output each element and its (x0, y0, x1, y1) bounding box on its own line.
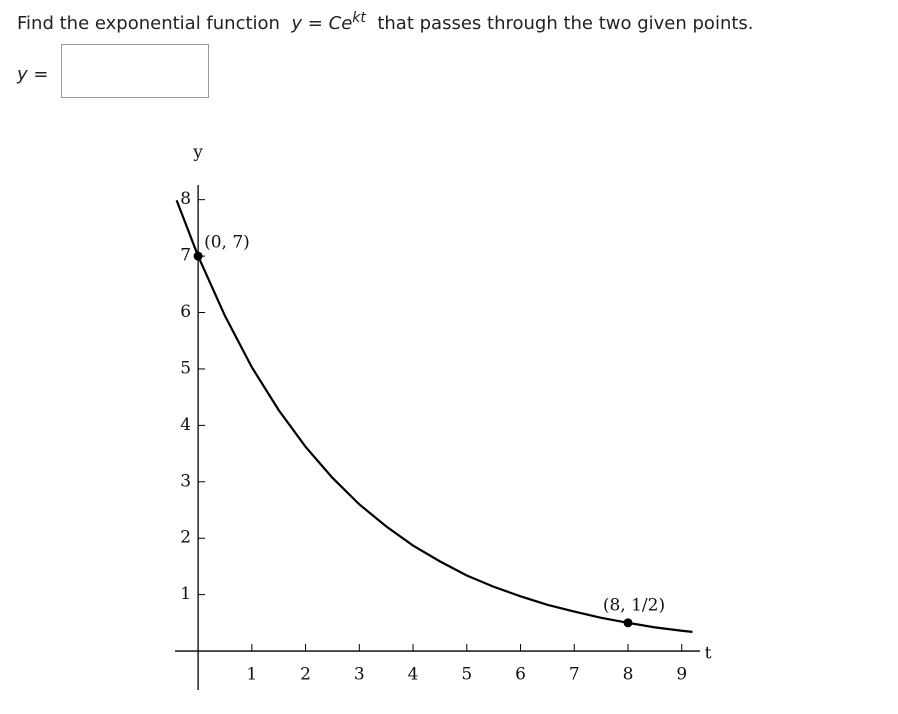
x-tick-label: 2 (300, 665, 311, 685)
formula-base: Ce (328, 13, 353, 34)
y-axis-label: y (192, 143, 203, 163)
formula-eq: = (307, 13, 323, 34)
x-tick-label: 9 (676, 665, 687, 685)
point-label: (0, 7) (204, 233, 250, 253)
y-tick-label: 3 (180, 471, 191, 491)
x-tick-label: 8 (623, 665, 634, 685)
y-tick-label: 5 (180, 358, 191, 378)
point (623, 618, 633, 628)
x-tick-label: 5 (461, 665, 472, 685)
answer-eq: = (33, 64, 49, 85)
question-text: Find the exponential function (17, 13, 280, 34)
x-tick-label: 3 (354, 665, 365, 685)
x-tick-label: 6 (515, 665, 526, 685)
y-tick-label: 1 (180, 584, 191, 604)
y-tick-label: 7 (180, 246, 191, 266)
point (193, 251, 203, 261)
answer-lhs: y (17, 64, 28, 85)
question: Find the exponential function y = Cekt t… (17, 10, 754, 34)
answer-label: y = (17, 64, 48, 85)
x-axis-label: t (705, 644, 712, 664)
formula-lhs: y (291, 13, 303, 34)
y-tick-label: 2 (180, 528, 191, 548)
x-tick-label: 7 (569, 665, 580, 685)
y-tick-label: 8 (180, 189, 191, 209)
y-tick-label: 6 (180, 302, 191, 322)
point-label: (8, 1/2) (603, 595, 665, 615)
question-text: that passes through the two given points… (377, 13, 754, 34)
formula-exponent: kt (352, 10, 366, 26)
y-tick-label: 4 (180, 415, 191, 435)
curve (175, 199, 693, 633)
x-tick-label: 1 (246, 665, 257, 685)
x-tick-label: 4 (408, 665, 419, 685)
answer-input[interactable] (61, 44, 209, 98)
